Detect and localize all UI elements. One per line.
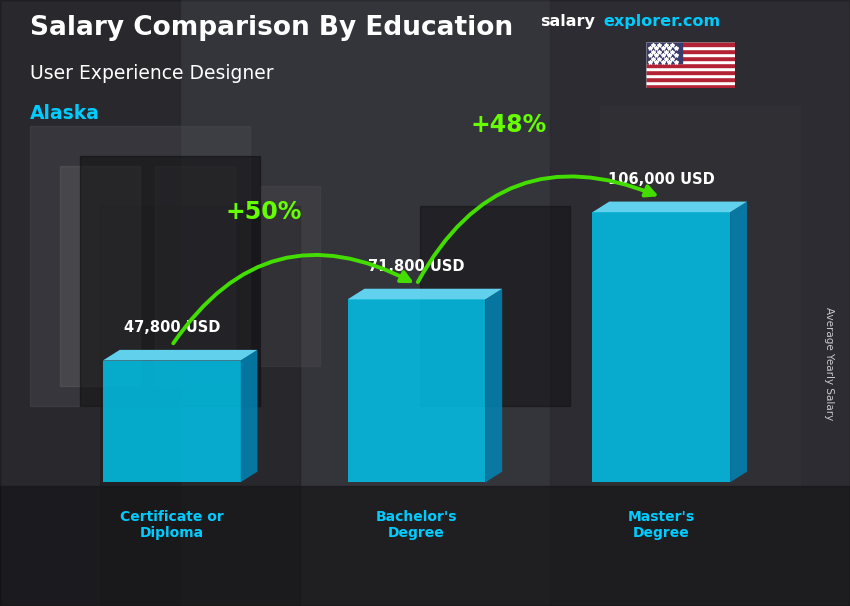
Polygon shape [592, 212, 730, 482]
Bar [646, 53, 735, 56]
Bar [646, 60, 735, 64]
Polygon shape [348, 299, 485, 482]
Bar [646, 42, 735, 46]
Bar [646, 74, 735, 78]
Bar [550, 0, 850, 606]
Text: Master's
Degree: Master's Degree [628, 510, 694, 540]
Polygon shape [485, 288, 502, 482]
Bar [646, 50, 735, 53]
Text: salary: salary [540, 14, 595, 29]
Bar [646, 84, 735, 88]
Bar [0, 0, 180, 606]
Bar [646, 70, 735, 74]
Polygon shape [348, 288, 502, 299]
Bar [100, 206, 300, 606]
Bar [155, 166, 235, 386]
Bar [646, 81, 735, 84]
Bar [0, 486, 850, 606]
Bar [80, 156, 260, 406]
Bar [30, 126, 250, 406]
Text: Bachelor's
Degree: Bachelor's Degree [376, 510, 457, 540]
Text: explorer.com: explorer.com [604, 14, 721, 29]
Text: 47,800 USD: 47,800 USD [123, 320, 220, 335]
Bar [260, 186, 320, 366]
Text: Certificate or
Diploma: Certificate or Diploma [120, 510, 224, 540]
Bar [646, 64, 735, 67]
Bar [60, 166, 140, 386]
Bar [646, 67, 735, 70]
Bar [646, 42, 682, 64]
Polygon shape [592, 202, 747, 212]
Bar [420, 206, 570, 406]
Polygon shape [103, 361, 241, 482]
Bar [646, 78, 735, 81]
Text: Salary Comparison By Education: Salary Comparison By Education [30, 15, 513, 41]
Bar [646, 46, 735, 50]
Text: Alaska: Alaska [30, 104, 99, 123]
Polygon shape [241, 350, 258, 482]
Polygon shape [103, 350, 258, 361]
Text: User Experience Designer: User Experience Designer [30, 64, 274, 82]
Text: +50%: +50% [225, 200, 302, 224]
Bar [600, 106, 800, 556]
Bar [646, 56, 735, 60]
Text: +48%: +48% [470, 113, 547, 137]
Text: 71,800 USD: 71,800 USD [368, 259, 465, 274]
Text: Average Yearly Salary: Average Yearly Salary [824, 307, 834, 420]
Polygon shape [730, 202, 747, 482]
Text: 106,000 USD: 106,000 USD [608, 171, 715, 187]
